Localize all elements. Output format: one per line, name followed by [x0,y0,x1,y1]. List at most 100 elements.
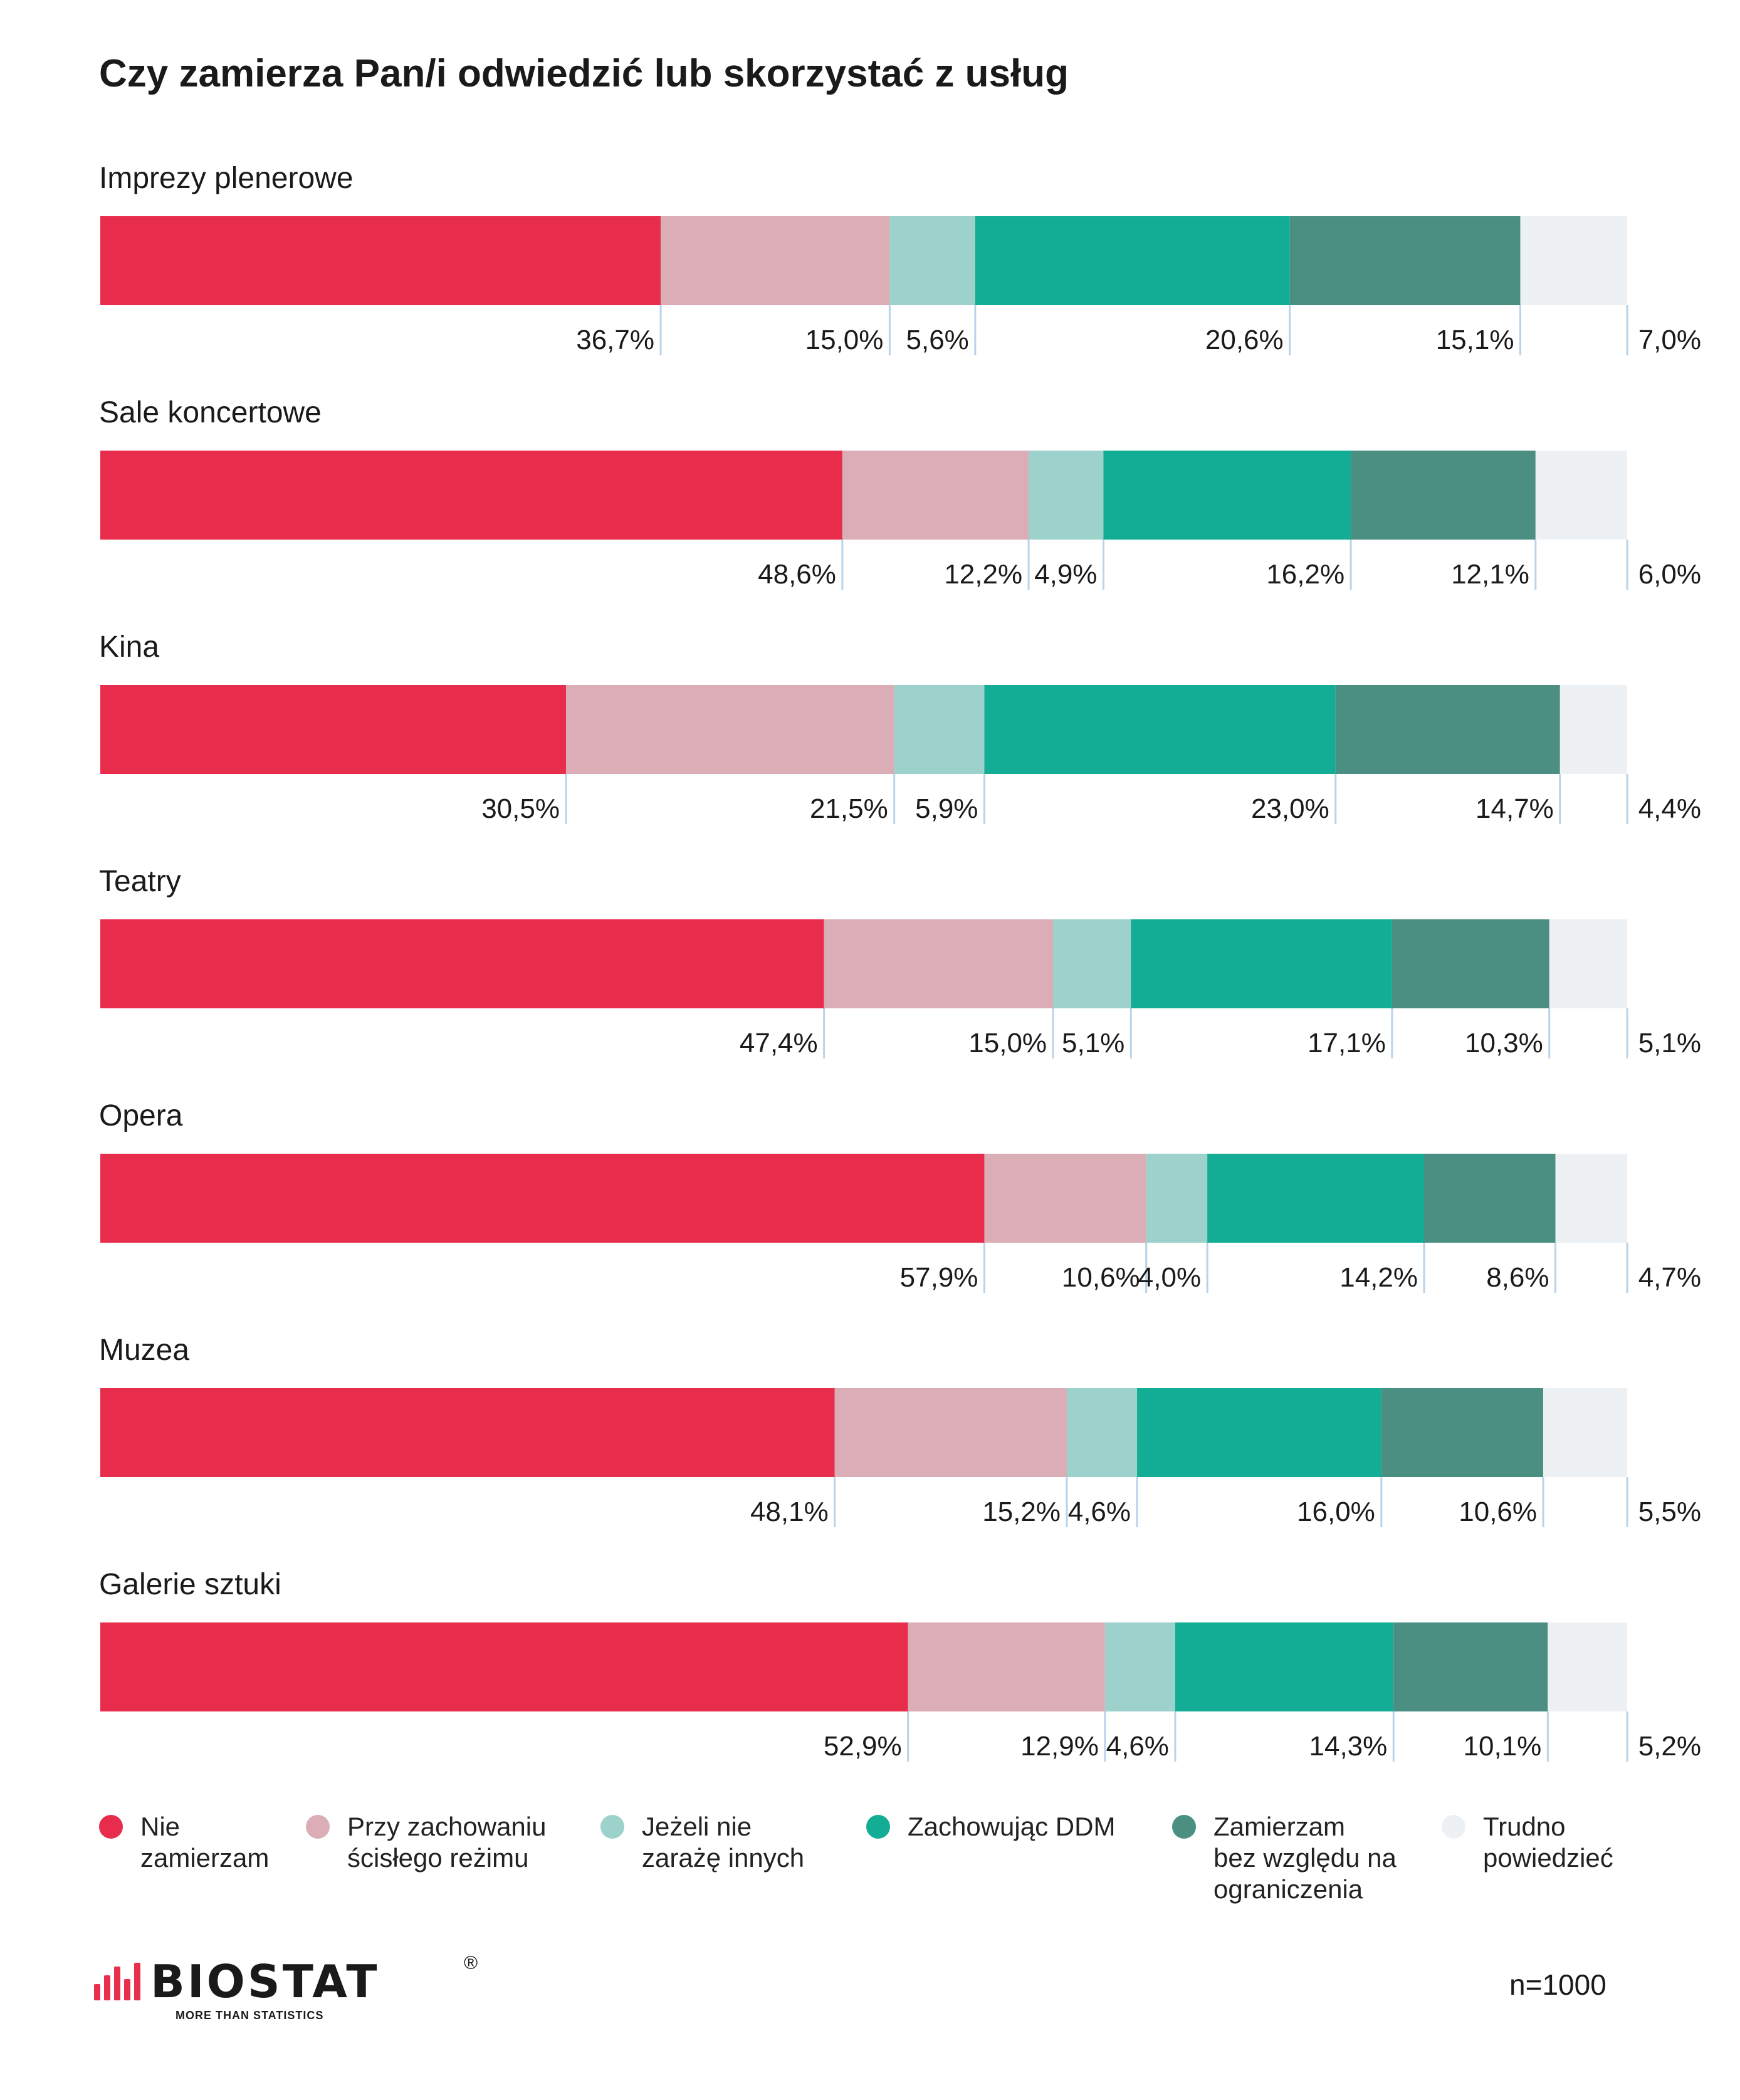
legend-item-zamierzam-bez-wzgledu: Zamierzam bez względu na ograniczenia [1172,1811,1397,1905]
legend-item-nie-zamierzam: Nie zamierzam [99,1811,269,1874]
legend-label: Jeżeli nie zarażę innych [642,1812,805,1873]
bar-segment [100,1622,908,1711]
bar-segment [1066,1388,1138,1477]
data-label: 12,9% [1020,1731,1099,1762]
data-label: 16,2% [1266,559,1344,590]
category-label: Muzea [99,1334,189,1367]
data-label: 14,3% [1309,1731,1388,1762]
legend-swatch [1172,1815,1196,1839]
legend-label: Zachowując DDM [908,1812,1116,1841]
data-label: 5,9% [915,793,978,824]
bar-segment [100,919,824,1008]
bar-segment [1029,451,1104,540]
bar-segment [1104,1622,1175,1711]
data-label: 15,0% [968,1028,1047,1058]
legend-swatch [306,1815,330,1839]
legend-label: Nie zamierzam [140,1812,270,1873]
bar-segment [1131,919,1392,1008]
data-label: 5,6% [906,325,969,355]
bar-segment [1381,1388,1544,1477]
chart-legend: Nie zamierzam Przy zachowaniu ścisłego r… [99,1811,1641,1930]
bar-segment [1351,451,1536,540]
bar-segment [824,919,1054,1008]
data-label: 20,6% [1205,325,1284,355]
bar-segment [100,216,661,305]
bar-segment [842,451,1029,540]
logo-registered-mark: ® [464,1953,478,1973]
bar-segment [1289,216,1521,305]
data-label: 14,7% [1475,793,1554,824]
data-label: 47,4% [740,1028,818,1058]
category-label: Galerie sztuki [99,1568,281,1601]
bar-segment [1535,451,1627,540]
stacked-bar-chart: Imprezy plenerowe 36,7% 15,0% 5,6% 20,6% 15,1… [99,162,1701,1762]
bar-segment [100,451,842,540]
legend-item-jezeli-nie-zaraze: Jeżeli nie zarażę innych [600,1811,804,1874]
bar-segment [1207,1154,1425,1243]
bar-segment [894,685,985,774]
biostat-logo: BIOSTAT ® MORE THAN STATISTICS [94,1953,478,2024]
bar-segment [1103,451,1351,540]
data-label: 5,5% [1638,1497,1701,1527]
logo-tagline: MORE THAN STATISTICS [176,2009,324,2022]
data-label: 21,5% [810,793,888,824]
data-label: 36,7% [576,325,654,355]
bar-segment [1137,1388,1381,1477]
data-label: 17,1% [1308,1028,1386,1058]
legend-swatch [1442,1815,1465,1839]
data-label: 15,0% [805,325,884,355]
bar-segment [1555,1154,1627,1243]
category-label: Opera [99,1099,183,1132]
bar-segment [1053,919,1131,1008]
data-label: 10,6% [1062,1262,1140,1293]
bar-segment [1520,216,1627,305]
legend-label: Zamierzam bez względu na ograniczenia [1213,1812,1397,1904]
data-label: 5,1% [1062,1028,1124,1058]
category-label: Kina [99,630,159,664]
legend-swatch [866,1815,890,1839]
bar-segment [1548,1622,1627,1711]
legend-item-trudno-powiedziec: Trudno powiedzieć [1442,1811,1613,1874]
data-label: 48,1% [750,1497,829,1527]
bar-segment [1335,685,1560,774]
bar-segment [100,1154,985,1243]
data-label: 7,0% [1638,325,1701,355]
bar-segment [100,685,566,774]
bar-segment [889,216,975,305]
data-label: 4,0% [1138,1262,1201,1293]
logo-wordmark: BIOSTAT [150,1955,380,2008]
chart-title: Czy zamierza Pan/i odwiedzić lub skorzys… [99,52,1069,95]
logo-bars-icon [94,1963,143,2000]
bar-segment [1146,1154,1208,1243]
legend-item-przy-zachowaniu-rezimu: Przy zachowaniu ścisłego reżimu [306,1811,546,1874]
bar-segment [1549,919,1627,1008]
category-label: Sale koncertowe [99,396,322,429]
data-label: 14,2% [1339,1262,1418,1293]
data-label: 4,9% [1034,559,1097,590]
bar-segment [984,685,1336,774]
bar-segment [1393,1622,1548,1711]
data-label: 4,6% [1106,1731,1169,1762]
bar-segment [1391,919,1549,1008]
category-label: Teatry [99,865,181,898]
sample-size: n=1000 [1509,1968,1606,2001]
data-label: 5,2% [1638,1731,1701,1762]
bar-segment [834,1388,1067,1477]
bar-segment [984,1154,1146,1243]
legend-label: Przy zachowaniu ścisłego reżimu [347,1812,547,1873]
bar-segment [975,216,1290,305]
legend-swatch [600,1815,624,1839]
data-label: 48,6% [758,559,836,590]
legend-swatch [99,1815,123,1839]
bar-segment [1543,1388,1627,1477]
data-label: 15,1% [1436,325,1514,355]
category-label: Imprezy plenerowe [99,162,354,195]
data-label: 23,0% [1251,793,1329,824]
data-label: 10,3% [1465,1028,1543,1058]
bar-segment [565,685,894,774]
data-label: 4,7% [1638,1262,1701,1293]
legend-label: Trudno powiedzieć [1483,1812,1613,1873]
data-label: 30,5% [481,793,560,824]
data-label: 52,9% [824,1731,902,1762]
data-label: 6,0% [1638,559,1701,590]
